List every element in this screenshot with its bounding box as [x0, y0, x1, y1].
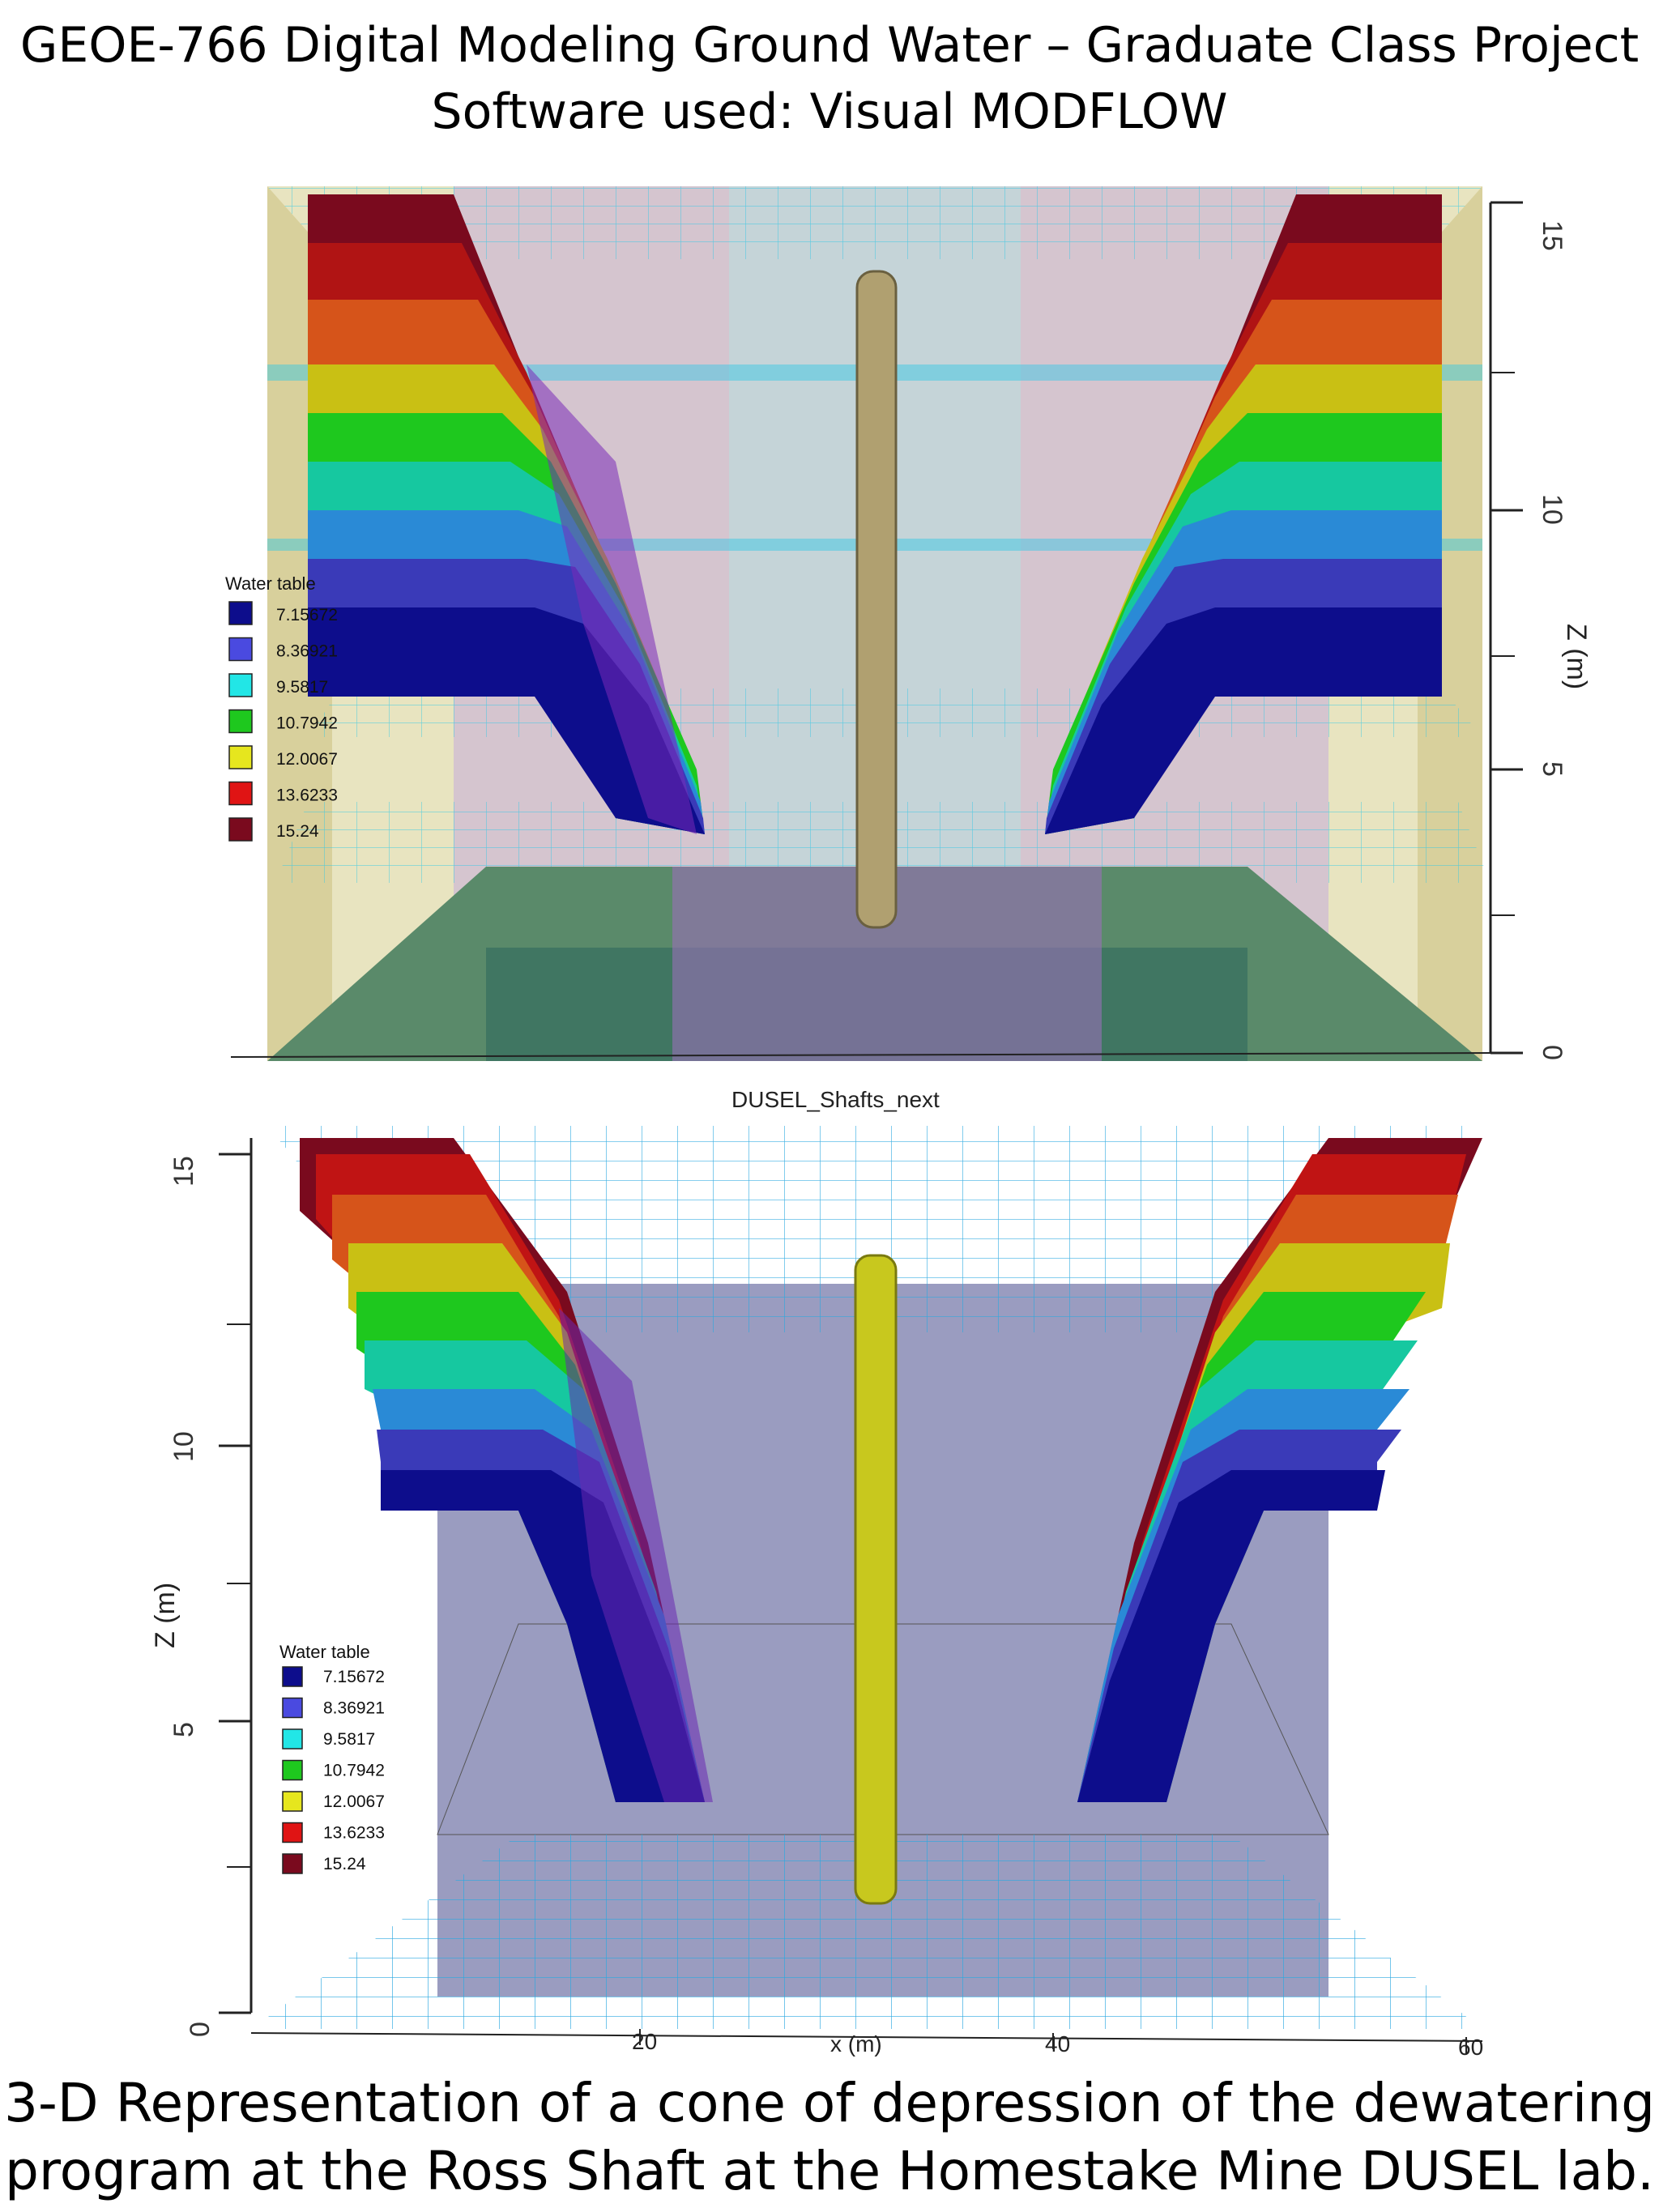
bottom-z-axis: 15 10 5 0 Z (m) [150, 1138, 253, 2037]
header-line-2: Software used: Visual MODFLOW [431, 83, 1228, 140]
legend-label: 8.36921 [323, 1699, 385, 1718]
legend-swatch [282, 1697, 303, 1719]
right-cone-surface [1045, 194, 1442, 834]
legend-swatch [282, 1759, 303, 1781]
legend-label: 15.24 [276, 822, 319, 841]
legend-swatch [282, 1728, 303, 1750]
legend-swatch [228, 817, 253, 842]
legend-label: 13.6233 [276, 786, 338, 805]
legend-swatch [228, 637, 253, 662]
left-cone-surface [308, 194, 705, 834]
floor [251, 1835, 1482, 2029]
header-line-1: GEOE-766 Digital Modeling Ground Water –… [19, 17, 1640, 74]
top-z-tick-0: 0 [1537, 1045, 1567, 1060]
legend-swatch [228, 709, 253, 734]
ross-shaft [854, 1254, 898, 1905]
top-grid [267, 186, 1482, 259]
bottom-3d-view: 15 10 5 0 Z (m) 20 40 60 x (m) Water tab… [150, 1126, 1491, 2060]
legend-swatch [282, 1666, 303, 1687]
x-tick-20: 20 [632, 2029, 657, 2054]
footer-line-2: program at the Ross Shaft at the Homesta… [5, 2140, 1654, 2202]
legend-label: 7.15672 [323, 1668, 385, 1686]
bottom-z-tick-10: 10 [168, 1431, 199, 1462]
legend-swatch [282, 1791, 303, 1812]
legend-swatch [228, 745, 253, 769]
right-cone-surface [1077, 1138, 1482, 1802]
legend-label: 13.6233 [323, 1824, 385, 1843]
top-z-axis: 15 10 5 0 Z (m) [1489, 201, 1592, 1060]
legend-label: 12.0067 [276, 750, 338, 769]
top-z-tick-10: 10 [1537, 494, 1567, 525]
bottom-z-axis-label: Z (m) [150, 1583, 181, 1648]
x-tick-60: 60 [1458, 2035, 1483, 2060]
top-z-axis-label: Z (m) [1561, 624, 1592, 689]
legend-label: 9.5817 [276, 678, 328, 697]
legend-label: 10.7942 [323, 1762, 385, 1780]
legend-swatch [228, 601, 253, 625]
bottom-z-tick-15: 15 [168, 1156, 199, 1187]
top-z-tick-5: 5 [1537, 761, 1567, 777]
ross-shaft [855, 270, 898, 929]
bottom-z-tick-0: 0 [185, 2022, 215, 2037]
top-grid [267, 1126, 1491, 1332]
model-name: DUSEL_Shafts_next [731, 1087, 940, 1112]
legend-label: 7.15672 [276, 606, 338, 624]
legend-swatch [282, 1853, 303, 1874]
bottom-x-axis: 20 40 60 x (m) [250, 2029, 1483, 2060]
legend-title: Water table [225, 573, 316, 594]
top-3d-view: 15 10 5 0 Z (m) Water table 7.15672 8.369… [225, 186, 1592, 1112]
legend-title: Water table [279, 1642, 370, 1662]
legend-label: 8.36921 [276, 642, 338, 661]
top-z-tick-15: 15 [1537, 220, 1567, 251]
legend-label: 10.7942 [276, 714, 338, 733]
top-legend: Water table 7.15672 8.36921 9.5817 10.7942 1… [225, 573, 338, 842]
bottom-z-tick-5: 5 [168, 1722, 199, 1737]
legend-swatch [228, 673, 253, 697]
legend-label: 15.24 [323, 1855, 366, 1873]
x-tick-40: 40 [1045, 2031, 1070, 2056]
x-axis-label: x (m) [830, 2031, 882, 2056]
legend-label: 12.0067 [323, 1792, 385, 1811]
bottom-legend: Water table 7.15672 8.36921 9.5817 10.7942 1… [279, 1642, 385, 1874]
footer-line-1: 3-D Representation of a cone of depressi… [3, 2072, 1655, 2134]
legend-label: 9.5817 [323, 1730, 375, 1749]
legend-swatch [282, 1822, 303, 1843]
legend-swatch [228, 781, 253, 806]
left-cone-surface [300, 1138, 713, 1802]
